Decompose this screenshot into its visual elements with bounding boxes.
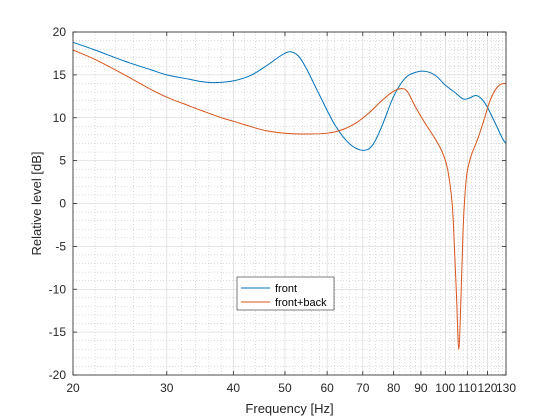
x-tick-label: 130 <box>496 381 516 395</box>
series-layer <box>72 41 507 350</box>
y-axis-label: Relative level [dB] <box>29 151 44 255</box>
x-tick-label: 90 <box>414 381 428 395</box>
series-line-front <box>72 41 507 151</box>
x-tick-label: 60 <box>320 381 334 395</box>
y-tick-label: 20 <box>53 25 67 39</box>
x-tick-label: 30 <box>160 381 174 395</box>
x-tick-label: 100 <box>435 381 455 395</box>
y-tick-label: -20 <box>49 368 67 382</box>
x-tick-label: 20 <box>66 381 80 395</box>
y-tick-label: -5 <box>55 239 66 253</box>
legend-box <box>236 276 335 311</box>
legend: front front+back <box>236 276 335 311</box>
x-tick-label: 120 <box>477 381 497 395</box>
legend-label-front-back: front+back <box>275 297 327 309</box>
x-tick-label: 50 <box>278 381 292 395</box>
y-tick-label: -15 <box>49 325 67 339</box>
y-tick-label: 15 <box>53 68 67 82</box>
y-tick-label: 10 <box>53 111 67 125</box>
axis-ticks <box>72 31 507 376</box>
x-axis-label: Frequency [Hz] <box>245 401 333 416</box>
y-tick-label: 5 <box>59 154 66 168</box>
series-line-front-back <box>72 49 507 350</box>
x-tick-label: 40 <box>227 381 241 395</box>
x-tick-label: 110 <box>458 381 477 395</box>
y-tick-label: 0 <box>59 197 66 211</box>
y-tick-labels: -20 -15 -10 -5 0 5 10 15 20 <box>49 25 67 382</box>
y-tick-label: -10 <box>49 282 67 296</box>
x-tick-label: 70 <box>356 381 370 395</box>
legend-label-front: front <box>275 283 297 295</box>
x-tick-label: 80 <box>387 381 401 395</box>
